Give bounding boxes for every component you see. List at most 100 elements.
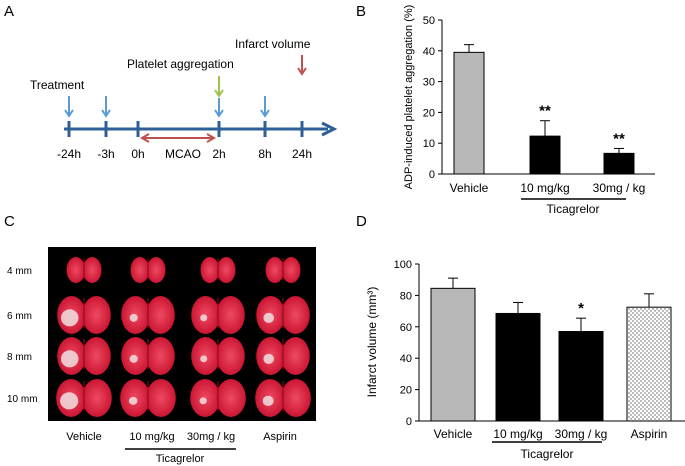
panel-d-group-label: Ticagrelor (521, 447, 574, 461)
panel-b: B ADP-induced platelet aggregation (%) 0… (356, 3, 655, 216)
mcao-right-arrowhead (206, 133, 217, 143)
bar (495, 312, 541, 422)
infarct-area (128, 396, 138, 405)
y-tick-label: 100 (394, 259, 412, 271)
y-tick-label: 50 (423, 15, 435, 27)
infarct-area (200, 355, 208, 363)
y-tick-label: 0 (429, 169, 435, 181)
infarct-area (60, 392, 79, 410)
category-label: Vehicle (434, 427, 473, 441)
timeline-time-label: 24h (292, 147, 312, 161)
infarct-area (129, 354, 138, 363)
left-hemisphere (66, 257, 86, 283)
y-tick-label: 30 (423, 77, 435, 89)
bar (430, 287, 476, 422)
slice-depth-label: 8 mm (7, 352, 32, 363)
left-hemisphere (265, 257, 285, 283)
treatment-column-label: Aspirin (263, 431, 297, 443)
slice-depth-label: 6 mm (7, 311, 32, 322)
y-tick-label: 80 (400, 290, 412, 302)
right-hemisphere (146, 337, 175, 375)
bar (453, 51, 485, 175)
brain-slice (265, 257, 301, 283)
timeline-time-label: 8h (258, 147, 271, 161)
brain-row-labels: 4 mm 6 mm 8 mm 10 mm (7, 266, 38, 405)
brain-slice (121, 296, 175, 334)
infarct-area (60, 350, 79, 368)
right-hemisphere (281, 337, 310, 375)
panel-d-label: D (356, 213, 367, 230)
brain-slice (56, 379, 112, 417)
category-label: 30mg / kg (593, 181, 646, 195)
bar (626, 306, 672, 422)
brain-slice (256, 337, 310, 375)
treatment-column-label: 30mg / kg (187, 431, 235, 443)
treatment-arrow-head (214, 109, 224, 118)
brain-slice (130, 257, 166, 283)
platelet-arrow-head (214, 89, 224, 98)
brain-slice (121, 337, 175, 375)
slice-depth-label: 10 mm (7, 394, 38, 405)
panel-a: A Treatment Platelet aggregation Infarct… (4, 3, 338, 161)
left-hemisphere (130, 257, 150, 283)
timeline-time-label: -24h (57, 147, 81, 161)
timeline-time-label: -3h (97, 147, 114, 161)
brain-slice (120, 379, 176, 417)
panel-c: C 4 mm 6 mm 8 mm 10 mm Vehicle 10 mg/kg 30mg … (4, 213, 316, 465)
panel-b-label: B (356, 3, 366, 20)
treatment-column-label: Vehicle (66, 431, 101, 443)
brain-slices (56, 257, 311, 417)
right-hemisphere (82, 257, 102, 283)
panel-a-label: A (4, 3, 14, 20)
right-hemisphere (146, 257, 166, 283)
brain-column-labels: Vehicle 10 mg/kg 30mg / kg Aspirin (66, 431, 297, 443)
right-hemisphere (82, 379, 112, 417)
y-tick-label: 40 (400, 353, 412, 365)
category-label: 30mg / kg (555, 427, 608, 441)
right-hemisphere (281, 257, 301, 283)
significance-label: * (578, 300, 584, 317)
y-tick-label: 40 (423, 46, 435, 58)
y-tick-label: 0 (406, 416, 412, 428)
brain-slice (256, 296, 310, 334)
brain-slice (57, 296, 111, 334)
slice-depth-label: 4 mm (7, 266, 32, 277)
brain-slice (66, 257, 102, 283)
right-hemisphere (216, 296, 245, 334)
right-hemisphere (82, 337, 111, 375)
bar (558, 331, 604, 422)
timeline-time-label: 0h (131, 147, 144, 161)
treatment-arrow-head (260, 109, 270, 118)
panel-d-y-label-text: Infarct volume (mm³) (365, 287, 379, 398)
left-hemisphere (200, 257, 220, 283)
bar (603, 152, 635, 175)
category-label: 10 mg/kg (520, 181, 569, 195)
panel-c-label: C (4, 213, 15, 230)
mcao-label: MCAO (165, 147, 201, 161)
brain-slice (190, 379, 246, 417)
platelet-aggregation-label: Platelet aggregation (127, 57, 234, 71)
treatment-arrow-head (64, 109, 74, 118)
right-hemisphere (82, 296, 111, 334)
y-tick-label: 10 (423, 138, 435, 150)
infarct-area (199, 397, 207, 405)
bar (529, 135, 561, 175)
infarct-area (60, 309, 79, 327)
panel-d-y-label: Infarct volume (mm³) (365, 287, 379, 398)
brain-slice (200, 257, 236, 283)
right-hemisphere (216, 337, 245, 375)
infarct-area (262, 395, 274, 406)
panel-d: D Infarct volume (mm³) 0 20 40 60 80 100 Vehic… (356, 213, 685, 461)
right-hemisphere (146, 379, 176, 417)
y-tick-label: 20 (400, 385, 412, 397)
right-hemisphere (146, 296, 175, 334)
significance-label: ** (539, 103, 551, 120)
category-label: Vehicle (450, 181, 489, 195)
treatment-label: Treatment (30, 78, 85, 92)
panel-b-group-label: Ticagrelor (547, 202, 600, 216)
right-hemisphere (281, 379, 311, 417)
y-tick-label: 60 (400, 322, 412, 334)
panel-b-y-label: ADP-induced platelet aggregation (%) (403, 5, 415, 190)
significance-label: ** (613, 130, 625, 147)
